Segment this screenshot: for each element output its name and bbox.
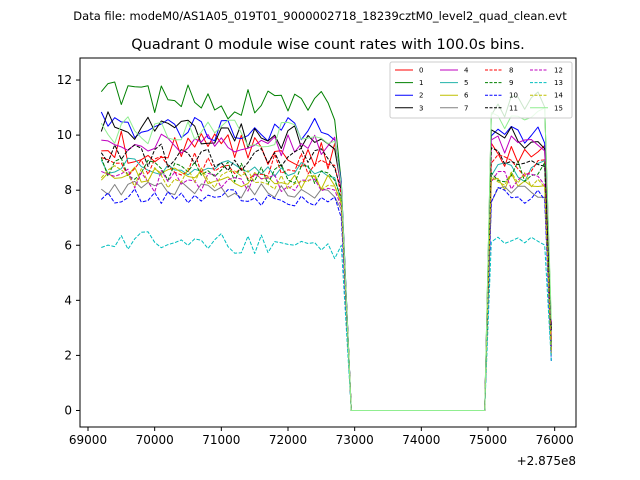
y-tick-label: 4: [64, 293, 72, 307]
x-tick-label: 76000: [536, 433, 574, 447]
legend-label-15: 15: [554, 104, 563, 112]
x-tick-label: 71000: [202, 433, 240, 447]
series-line-7: [100, 180, 552, 411]
series-line-2: [100, 111, 552, 411]
series-line-0: [101, 130, 552, 411]
series-line-9: [100, 157, 552, 411]
legend-label-8: 8: [509, 67, 513, 75]
legend-box: [389, 61, 573, 119]
legend-label-4: 4: [464, 67, 469, 75]
series-line-15: [100, 107, 552, 411]
legend-label-12: 12: [554, 67, 563, 75]
legend-label-2: 2: [419, 92, 423, 100]
axes-layer: 69000 70000 71000 72000 73000 74000 75000 76000…: [57, 57, 577, 447]
series-line-12: [101, 168, 552, 411]
legend-label-0: 0: [419, 67, 423, 75]
y-tick-label: 0: [64, 403, 72, 417]
legend-label-14: 14: [554, 92, 563, 100]
legend-label-3: 3: [419, 104, 423, 112]
chart-suptitle: Data file: modeM0/AS1A05_019T01_90000027…: [73, 9, 567, 23]
plot-frame: [79, 57, 577, 428]
x-tick-label: 74000: [402, 433, 440, 447]
y-tick-label: 12: [57, 73, 72, 87]
x-tick-label: 70000: [136, 433, 174, 447]
legend-label-5: 5: [464, 79, 468, 87]
y-tick-label: 2: [64, 348, 72, 362]
x-tick-label: 73000: [336, 433, 374, 447]
legend-label-7: 7: [464, 104, 468, 112]
legend-label-10: 10: [509, 92, 518, 100]
legend-label-6: 6: [464, 92, 469, 100]
series-layer: [100, 81, 552, 411]
series-line-3: [100, 111, 552, 411]
series-line-1: [100, 81, 552, 411]
series-line-8: [101, 152, 552, 411]
y-tick-label: 10: [57, 128, 72, 142]
legend-label-11: 11: [509, 104, 518, 112]
x-tick-label: 69000: [69, 433, 107, 447]
series-line-13: [101, 231, 552, 411]
legend-label-13: 13: [554, 79, 563, 87]
x-offset-label: +2.875e8: [517, 454, 576, 468]
series-line-6: [100, 166, 552, 411]
series-line-10: [100, 187, 552, 411]
x-tick-label: 72000: [269, 433, 307, 447]
series-line-14: [100, 165, 552, 411]
x-tick-label: 75000: [469, 433, 507, 447]
series-line-5: [100, 157, 552, 411]
legend-label-9: 9: [509, 79, 513, 87]
y-tick-label: 6: [64, 238, 72, 252]
chart-title: Quadrant 0 module wise count rates with …: [131, 37, 525, 53]
series-line-4: [101, 133, 552, 411]
series-line-11: [100, 143, 552, 411]
y-tick-label: 8: [64, 183, 72, 197]
legend-label-1: 1: [419, 79, 423, 87]
